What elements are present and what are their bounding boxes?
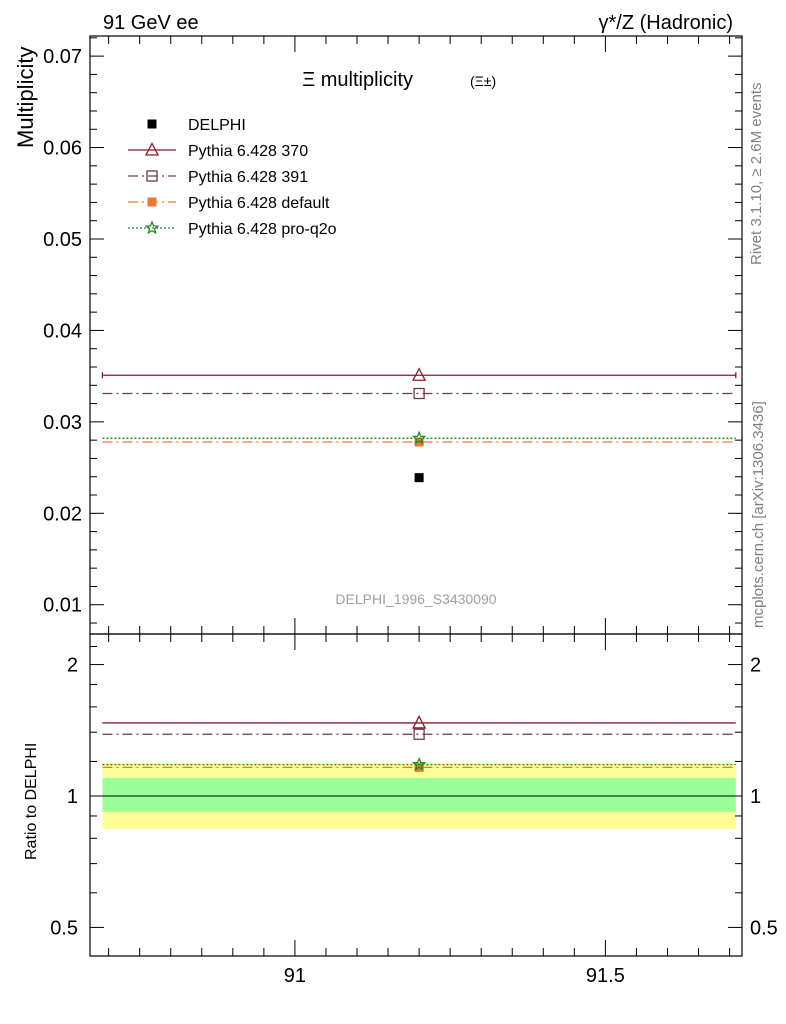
y-axis-label: Multiplicity — [13, 47, 38, 148]
ratio-pythia-6-428-370-point-0 — [412, 715, 427, 729]
y-tick-label: 0.05 — [43, 229, 82, 251]
energy-label: 91 GeV ee — [103, 12, 199, 34]
x-tick-label: 91 — [284, 965, 306, 987]
pythia-6-428-default-point-0 — [414, 437, 424, 447]
legend-item-pythia-6-428-default: Pythia 6.428 default — [128, 195, 330, 212]
legend-label-delphi: DELPHI — [188, 117, 246, 134]
process-label: γ*/Z (Hadronic) — [599, 12, 733, 34]
legend-item-pythia-6-428-370: Pythia 6.428 370 — [128, 142, 308, 160]
pythia-6-428-370-point-0 — [412, 367, 427, 381]
legend-item-delphi: DELPHI — [147, 117, 246, 134]
y-tick-label: 0.04 — [43, 320, 82, 342]
x-tick-label: 91.5 — [586, 965, 625, 987]
legend-item-pythia-6-428-391: Pythia 6.428 391 — [128, 169, 308, 186]
series-pythia-6-428-391 — [102, 387, 736, 400]
legend: DELPHI Pythia 6.428 370 Pythia 6.428 391 Py… — [128, 117, 337, 238]
legend-label-pythia-6-428-391: Pythia 6.428 391 — [188, 169, 308, 186]
legend-marker-pythia-6-428-default — [147, 197, 157, 207]
analysis-watermark: DELPHI_1996_S3430090 — [335, 591, 496, 607]
legend-label-pythia-6-428-pro-q2o: Pythia 6.428 pro-q2o — [188, 221, 337, 238]
series-delphi — [414, 473, 424, 483]
rivet-version-label: Rivet 3.1.10, ≥ 2.6M events — [748, 83, 765, 266]
main-panel: 0.01 0.02 0.03 0.04 0.05 0.06 0.07 DELPHI Pythia… — [43, 35, 743, 957]
series-pythia-6-428-pro-q2o — [102, 430, 736, 445]
y-tick-label: 0.06 — [43, 138, 82, 160]
legend-marker-pythia-6-428-391 — [146, 170, 158, 182]
ratio-y-tick-label-left: 0.5 — [50, 917, 78, 939]
y-tick-label: 0.07 — [43, 46, 82, 68]
mcplots-label: mcplots.cern.ch [arXiv:1306.3436] — [750, 401, 767, 628]
ratio-y-tick-label-left: 2 — [67, 655, 78, 677]
ratio-y-axis-label: Ratio to DELPHI — [23, 743, 40, 860]
legend-marker-pythia-6-428-pro-q2o — [144, 220, 160, 235]
ratio-pythia-6-428-pro-q2o-point-0 — [411, 756, 427, 771]
pythia-6-428-391-point-0 — [413, 387, 425, 400]
series-pythia-6-428-370 — [101, 367, 737, 381]
legend-marker-delphi — [147, 119, 157, 129]
ratio-pythia-6-428-391-point-0 — [413, 728, 425, 740]
series-pythia-6-428-default — [102, 437, 736, 447]
chart-title-suffix: (Ξ±) — [470, 73, 496, 89]
chart-title: Ξ multiplicity — [302, 69, 413, 91]
legend-label-pythia-6-428-default: Pythia 6.428 default — [188, 195, 330, 212]
delphi-point-0 — [414, 473, 424, 483]
ratio-frame — [89, 633, 743, 957]
statistical-uncertainty-band — [102, 777, 736, 812]
pythia-6-428-pro-q2o-point-0 — [411, 430, 427, 445]
legend-marker-pythia-6-428-370 — [144, 142, 160, 156]
y-tick-label: 0.01 — [43, 595, 82, 617]
y-tick-label: 0.02 — [43, 503, 82, 525]
ratio-y-tick-label-right: 0.5 — [750, 917, 778, 939]
ratio-series-pythia-6-428-pro-q2o — [102, 756, 736, 771]
y-tick-label: 0.03 — [43, 412, 82, 434]
ratio-y-tick-label-left: 1 — [67, 786, 78, 808]
ratio-panel: 0.5 0.5 1 1 2 2 91 91.5 — [50, 36, 778, 987]
chart-labels: 91 GeV ee γ*/Z (Hadronic) Rivet 3.1.10, … — [13, 12, 767, 860]
ratio-series-pythia-6-428-391 — [102, 728, 736, 740]
ratio-y-tick-label-right: 2 — [750, 655, 761, 677]
ratio-y-tick-label-right: 1 — [750, 786, 761, 808]
legend-item-pythia-6-428-pro-q2o: Pythia 6.428 pro-q2o — [128, 220, 337, 238]
ratio-series-pythia-6-428-370 — [102, 715, 736, 729]
legend-label-pythia-6-428-370: Pythia 6.428 370 — [188, 143, 308, 160]
